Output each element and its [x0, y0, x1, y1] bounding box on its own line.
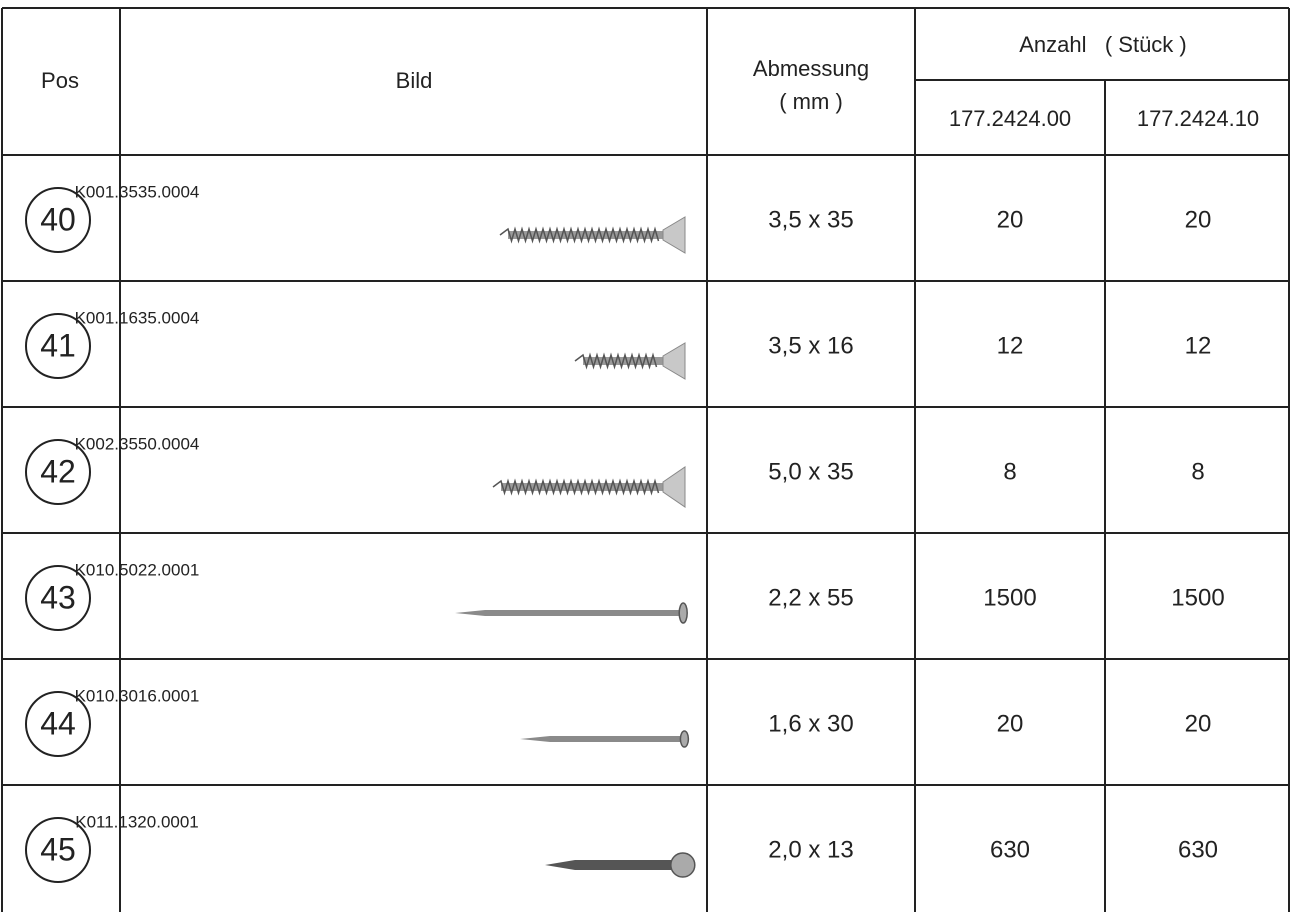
- quantity: 630: [990, 836, 1030, 863]
- dimension: 3,5 x 16: [768, 332, 853, 359]
- quantity: 8: [1003, 458, 1016, 485]
- screw-shank: [501, 483, 663, 491]
- pos-number: 43: [40, 579, 76, 615]
- nail-shank: [545, 860, 684, 870]
- screw-head: [662, 216, 686, 254]
- header-variant: 177.2424.00: [949, 106, 1071, 131]
- part-code: K010.5022.0001: [75, 560, 200, 579]
- part-code: K010.3016.0001: [75, 686, 200, 705]
- quantity: 20: [997, 206, 1024, 233]
- part-image: [520, 730, 690, 748]
- header-anzahl: Anzahl ( Stück ): [1019, 32, 1187, 57]
- quantity: 1500: [1171, 584, 1224, 611]
- part-code: K002.3550.0004: [75, 434, 200, 453]
- part-image: [492, 466, 686, 508]
- screw-head: [662, 342, 686, 380]
- dimension: 1,6 x 30: [768, 710, 853, 737]
- dimension: 2,2 x 55: [768, 584, 853, 611]
- header-bild: Bild: [396, 68, 433, 93]
- dimension: 3,5 x 35: [768, 206, 853, 233]
- header-abmessung: Abmessung: [753, 56, 869, 81]
- quantity: 1500: [983, 584, 1036, 611]
- pos-circle: [25, 187, 91, 253]
- table-grid: [1, 7, 1290, 912]
- quantity: 20: [1185, 710, 1212, 737]
- header-unit: ( mm ): [779, 89, 843, 114]
- pos-number: 41: [40, 327, 76, 363]
- quantity: 8: [1191, 458, 1204, 485]
- screw-thread: [574, 352, 658, 370]
- nail-shank: [455, 610, 682, 616]
- part-image: [574, 342, 686, 380]
- nail-shank: [520, 736, 682, 742]
- pos-circle: [25, 817, 91, 883]
- screw-head: [662, 466, 686, 508]
- part-image: [499, 216, 686, 254]
- part-image: [455, 602, 688, 624]
- nail-head: [679, 730, 690, 748]
- screw-thread: [499, 226, 660, 244]
- pos-circle: [25, 565, 91, 631]
- header-variant: 177.2424.10: [1137, 106, 1259, 131]
- nail-head: [678, 602, 688, 624]
- dimension: 2,0 x 13: [768, 836, 853, 863]
- pos-circle: [25, 439, 91, 505]
- dimension: 5,0 x 35: [768, 458, 853, 485]
- quantity: 20: [1185, 206, 1212, 233]
- pos-circle: [25, 313, 91, 379]
- pos-circle: [25, 691, 91, 757]
- quantity: 630: [1178, 836, 1218, 863]
- pos-number: 42: [40, 453, 76, 489]
- part-code: K001.1635.0004: [75, 308, 200, 327]
- header-pos: Pos: [41, 68, 79, 93]
- part-code: K011.1320.0001: [75, 812, 199, 831]
- quantity: 12: [997, 332, 1024, 359]
- pos-number: 40: [40, 201, 76, 237]
- pos-number: 45: [40, 831, 76, 867]
- nail-head: [670, 852, 696, 878]
- part-image: [545, 852, 696, 878]
- screw-thread: [492, 478, 660, 496]
- quantity: 20: [997, 710, 1024, 737]
- screw-shank: [508, 231, 663, 239]
- quantity: 12: [1185, 332, 1212, 359]
- pos-number: 44: [40, 705, 76, 741]
- part-code: K001.3535.0004: [75, 182, 200, 201]
